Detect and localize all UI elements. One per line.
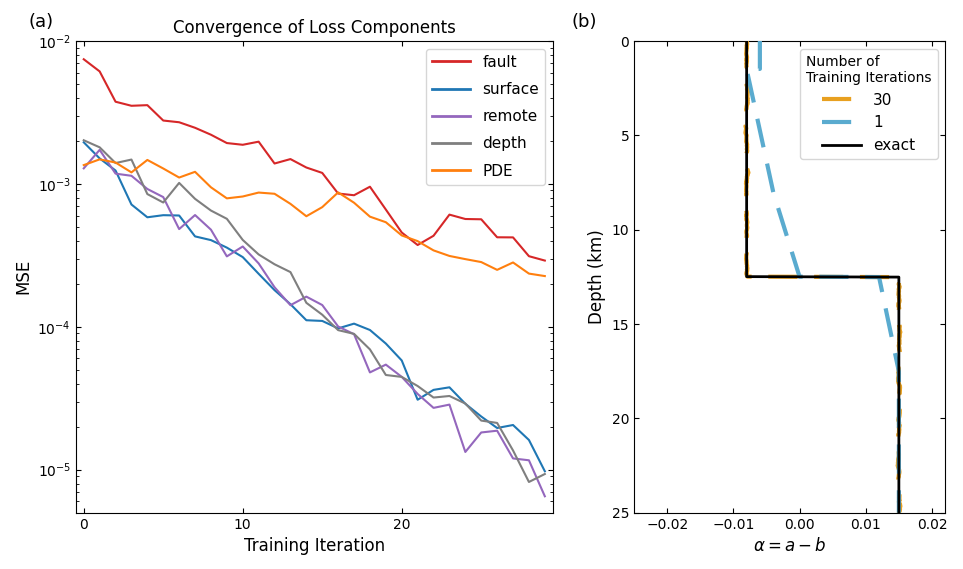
30 <box>894 405 905 412</box>
Y-axis label: Depth (km): Depth (km) <box>588 229 606 324</box>
Text: (b): (b) <box>572 13 597 31</box>
exact <box>741 86 752 93</box>
30 <box>742 86 753 93</box>
Title: Convergence of Loss Components: Convergence of Loss Components <box>172 19 455 36</box>
Legend: fault, surface, remote, depth, PDE: fault, surface, remote, depth, PDE <box>426 49 545 185</box>
30 <box>741 228 752 235</box>
1 <box>893 405 904 412</box>
30 <box>894 414 905 420</box>
Y-axis label: MSE: MSE <box>13 259 32 295</box>
30 <box>893 509 904 516</box>
30 <box>893 361 904 368</box>
X-axis label: $\alpha = a - b$: $\alpha = a - b$ <box>753 537 826 555</box>
1 <box>780 228 792 235</box>
exact <box>893 405 904 412</box>
X-axis label: Training Iteration: Training Iteration <box>244 537 385 555</box>
exact <box>893 509 904 516</box>
1 <box>745 86 757 93</box>
1 <box>892 361 903 368</box>
Line: exact: exact <box>746 41 898 513</box>
Legend: 30, 1, exact: 30, 1, exact <box>800 49 938 159</box>
exact <box>893 361 904 368</box>
exact <box>741 245 752 252</box>
1 <box>754 38 766 44</box>
exact <box>741 38 752 44</box>
Text: (a): (a) <box>28 13 53 31</box>
30 <box>742 245 753 252</box>
Line: 1: 1 <box>746 41 898 513</box>
exact <box>741 228 752 235</box>
exact <box>893 414 904 420</box>
Line: 30: 30 <box>745 41 900 513</box>
30 <box>741 38 752 44</box>
1 <box>893 509 904 516</box>
1 <box>785 245 796 252</box>
1 <box>893 414 904 420</box>
